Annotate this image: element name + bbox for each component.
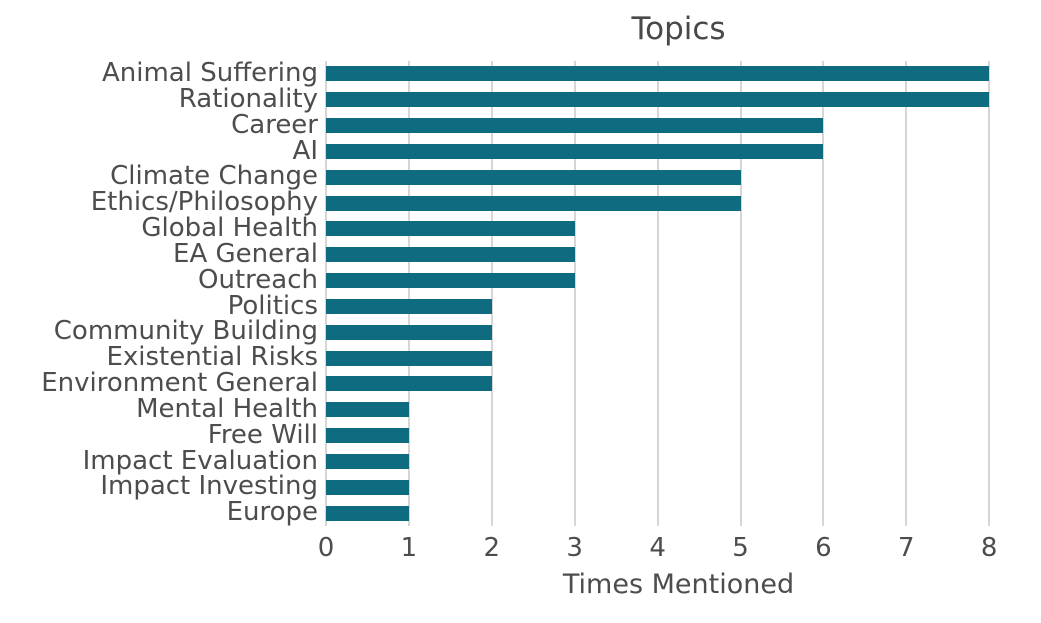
bar-career bbox=[326, 118, 824, 134]
y-label-ai: AI bbox=[292, 135, 318, 166]
bar-ai bbox=[326, 143, 824, 159]
x-tick-label-2: 2 bbox=[483, 533, 501, 563]
y-label-europe: Europe bbox=[226, 497, 318, 528]
bar-europe bbox=[326, 505, 409, 521]
bar-politics bbox=[326, 298, 492, 314]
x-tick-label-8: 8 bbox=[980, 533, 998, 563]
y-label-free-will: Free Will bbox=[207, 419, 318, 450]
gridline-x-8 bbox=[988, 61, 991, 526]
gridline-x-1 bbox=[407, 61, 410, 526]
bar-mental-health bbox=[326, 402, 409, 418]
chart-title: Topics bbox=[631, 11, 726, 47]
y-label-community-building: Community Building bbox=[53, 316, 318, 347]
y-label-global-health: Global Health bbox=[141, 213, 318, 243]
y-label-career: Career bbox=[231, 109, 318, 140]
x-tick-label-4: 4 bbox=[649, 533, 666, 563]
x-tick-label-1: 1 bbox=[400, 533, 418, 563]
gridline-x-0 bbox=[325, 61, 327, 526]
bar-outreach bbox=[326, 273, 575, 289]
y-label-outreach: Outreach bbox=[198, 264, 318, 295]
bar-community-building bbox=[326, 324, 492, 340]
bar-impact-investing bbox=[326, 479, 409, 495]
bar-climate-change bbox=[326, 169, 741, 185]
gridline-x-7 bbox=[905, 61, 908, 526]
y-label-existential-risks: Existential Risks bbox=[106, 342, 318, 373]
y-label-climate-change: Climate Change bbox=[110, 161, 318, 192]
y-label-animal-suffering: Animal Suffering bbox=[101, 58, 318, 88]
bar-rationality bbox=[326, 92, 990, 108]
x-tick-label-0: 0 bbox=[317, 533, 335, 563]
plot-area bbox=[325, 61, 1031, 526]
y-label-impact-evaluation: Impact Evaluation bbox=[82, 445, 318, 476]
bar-global-health bbox=[326, 221, 575, 237]
bar-ethics-philosophy bbox=[326, 195, 741, 211]
bar-existential-risks bbox=[326, 350, 492, 366]
bar-impact-evaluation bbox=[326, 453, 409, 469]
y-label-politics: Politics bbox=[227, 290, 318, 321]
y-label-ea-general: EA General bbox=[173, 238, 318, 269]
y-label-impact-investing: Impact Investing bbox=[100, 471, 318, 502]
y-label-rationality: Rationality bbox=[178, 83, 318, 114]
x-tick-label-3: 3 bbox=[566, 533, 583, 563]
y-label-mental-health: Mental Health bbox=[136, 393, 318, 424]
gridline-x-6 bbox=[822, 61, 825, 526]
y-label-ethics-philosophy: Ethics/Philosophy bbox=[90, 187, 318, 218]
x-tick-label-5: 5 bbox=[732, 533, 749, 563]
x-axis-label: Times Mentioned bbox=[562, 569, 795, 600]
y-axis-labels: Animal Suffering Rationality Career AI Clima… bbox=[0, 58, 318, 528]
x-tick-label-7: 7 bbox=[898, 533, 915, 563]
gridline-x-2 bbox=[490, 61, 493, 526]
gridline-x-4 bbox=[656, 61, 659, 526]
bar-environment-general bbox=[326, 376, 492, 392]
gridline-x-3 bbox=[573, 61, 576, 526]
bar-animal-suffering bbox=[326, 66, 990, 82]
x-tick-label-6: 6 bbox=[815, 533, 832, 563]
y-label-environment-general: Environment General bbox=[41, 368, 318, 398]
gridline-x-5 bbox=[739, 61, 742, 526]
bar-free-will bbox=[326, 428, 409, 444]
bar-ea-general bbox=[326, 247, 575, 263]
